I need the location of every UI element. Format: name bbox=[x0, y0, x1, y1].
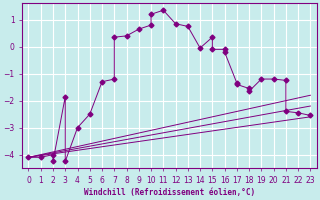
X-axis label: Windchill (Refroidissement éolien,°C): Windchill (Refroidissement éolien,°C) bbox=[84, 188, 255, 197]
